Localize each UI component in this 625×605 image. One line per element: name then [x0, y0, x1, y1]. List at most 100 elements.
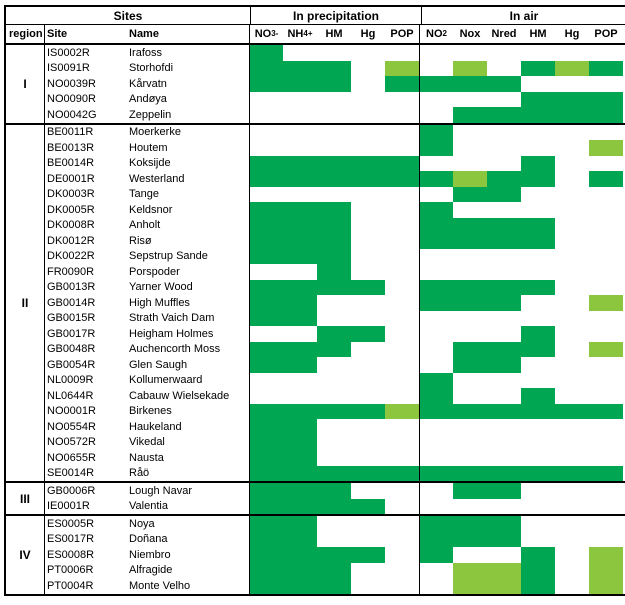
- cell-air-nred: [487, 531, 521, 547]
- cell-precip-nh4: [283, 202, 317, 218]
- site-code: BE0011R: [47, 126, 94, 139]
- cell-precip-hg: [351, 60, 385, 76]
- cell-air-nox: [453, 357, 487, 373]
- cell-air-pop: [589, 498, 623, 514]
- cell-precip-hg: [351, 217, 385, 233]
- cell-precip-hm: [317, 341, 351, 357]
- cell-precip-hm: [317, 217, 351, 233]
- cell-air-hg: [555, 45, 589, 61]
- region-block-III: III GB0006R Lough Navar IE0001R Valentia: [6, 483, 625, 516]
- cell-precip-no3: [249, 483, 283, 499]
- cell-precip-nh4: [283, 171, 317, 187]
- air-col-header-nox: Nox: [459, 28, 481, 40]
- cell-precip-hg: [351, 516, 385, 532]
- cell-air-pop: [589, 562, 623, 578]
- cell-air-nox: [453, 341, 487, 357]
- cell-air-hg: [555, 465, 589, 481]
- cell-air-no2: [419, 498, 453, 514]
- cell-air-pop: [589, 310, 623, 326]
- cell-precip-hm: [317, 76, 351, 92]
- cell-air-nred: [487, 434, 521, 450]
- cell-air-nred: [487, 279, 521, 295]
- cell-precip-hg: [351, 248, 385, 264]
- cell-air-no2: [419, 326, 453, 342]
- cell-air-nred: [487, 107, 521, 123]
- table-row: GB0013R Yarner Wood: [45, 279, 625, 295]
- cell-air-hm: [521, 341, 555, 357]
- cell-air-nox: [453, 124, 487, 140]
- cell-precip-no3: [249, 248, 283, 264]
- cell-air-nred: [487, 171, 521, 187]
- cell-air-hg: [555, 171, 589, 187]
- cell-air-no2: [419, 531, 453, 547]
- cell-precip-hm: [317, 483, 351, 499]
- cell-air-hg: [555, 326, 589, 342]
- cell-air-hg: [555, 107, 589, 123]
- cell-precip-nh4: [283, 233, 317, 249]
- cell-precip-no3: [249, 279, 283, 295]
- table-row: NL0009R Kollumerwaard: [45, 372, 625, 388]
- cell-air-pop: [589, 171, 623, 187]
- cell-precip-hm: [317, 186, 351, 202]
- cell-air-pop: [589, 357, 623, 373]
- cell-air-nox: [453, 202, 487, 218]
- cell-air-hm: [521, 326, 555, 342]
- cell-air-no2: [419, 217, 453, 233]
- cell-air-hm: [521, 531, 555, 547]
- site-column-header: Site: [47, 28, 68, 40]
- site-code: GB0017R: [47, 327, 96, 340]
- cell-air-no2: [419, 434, 453, 450]
- cell-precip-hm: [317, 434, 351, 450]
- cell-air-hg: [555, 233, 589, 249]
- site-name: Alfragide: [129, 564, 173, 577]
- site-code: GB0006R: [47, 484, 96, 497]
- site-code: DK0005R: [47, 203, 95, 216]
- cell-air-nox: [453, 279, 487, 295]
- cell-precip-no3: [249, 155, 283, 171]
- cell-air-pop: [589, 217, 623, 233]
- cell-precip-pop: [385, 388, 419, 404]
- cell-air-hm: [521, 578, 555, 594]
- site-code: IS0091R: [47, 62, 90, 75]
- site-code: DK0008R: [47, 219, 95, 232]
- site-name: Yarner Wood: [129, 281, 193, 294]
- cell-precip-hm: [317, 171, 351, 187]
- cell-precip-hm: [317, 516, 351, 532]
- site-name: Haukeland: [129, 420, 182, 433]
- cell-precip-pop: [385, 434, 419, 450]
- cell-air-hm: [521, 483, 555, 499]
- cell-precip-pop: [385, 91, 419, 107]
- cell-precip-nh4: [283, 465, 317, 481]
- cell-air-hg: [555, 217, 589, 233]
- cell-air-hg: [555, 91, 589, 107]
- cell-air-hm: [521, 155, 555, 171]
- cell-precip-no3: [249, 547, 283, 563]
- cell-air-nox: [453, 450, 487, 466]
- cell-air-nox: [453, 295, 487, 311]
- cell-precip-hg: [351, 547, 385, 563]
- cell-precip-pop: [385, 516, 419, 532]
- cell-precip-no3: [249, 295, 283, 311]
- cell-precip-hm: [317, 264, 351, 280]
- cell-air-hg: [555, 186, 589, 202]
- cell-precip-hg: [351, 341, 385, 357]
- site-name: High Muffles: [129, 296, 190, 309]
- cell-air-hm: [521, 91, 555, 107]
- cell-air-hg: [555, 76, 589, 92]
- cell-precip-no3: [249, 388, 283, 404]
- table-row: DK0008R Anholt: [45, 217, 625, 233]
- cell-air-hm: [521, 357, 555, 373]
- cell-air-hm: [521, 248, 555, 264]
- cell-precip-nh4: [283, 264, 317, 280]
- cell-air-hg: [555, 357, 589, 373]
- cell-air-pop: [589, 91, 623, 107]
- cell-air-nred: [487, 295, 521, 311]
- cell-precip-no3: [249, 264, 283, 280]
- site-name: Storhofdi: [129, 62, 174, 75]
- cell-air-hm: [521, 60, 555, 76]
- table-row: GB0006R Lough Navar: [45, 483, 625, 499]
- cell-air-hm: [521, 562, 555, 578]
- cell-precip-pop: [385, 248, 419, 264]
- cell-air-hg: [555, 140, 589, 156]
- site-code: GB0054R: [47, 358, 96, 371]
